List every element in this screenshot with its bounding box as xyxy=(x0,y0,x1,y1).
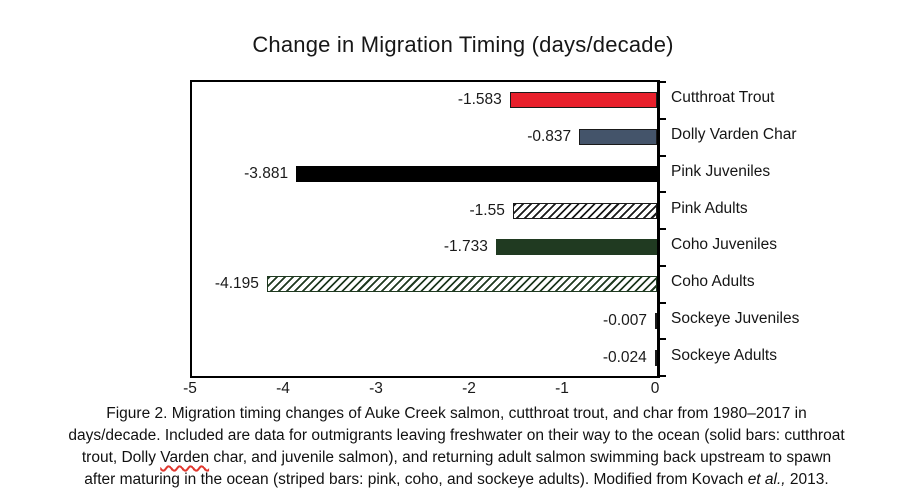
bar-row: -0.007 xyxy=(192,303,657,340)
category-label: Coho Adults xyxy=(671,273,755,291)
caption-segment: days/decade. Included are data for outmi… xyxy=(68,427,845,444)
bar-row: -1.55 xyxy=(192,192,657,229)
category-label: Pink Juveniles xyxy=(671,162,771,180)
caption-segment: Varden xyxy=(160,449,210,466)
x-axis-tick-label: -1 xyxy=(555,380,569,397)
caption-line: days/decade. Included are data for outmi… xyxy=(0,425,913,447)
bar-row: -1.583 xyxy=(192,82,657,119)
bar-row: -0.837 xyxy=(192,119,657,156)
bar-value-label: -1.55 xyxy=(469,201,505,219)
x-axis-tick-label: -3 xyxy=(369,380,383,397)
x-axis-tick-label: -5 xyxy=(183,380,197,397)
right-axis-tick xyxy=(660,338,666,341)
caption-segment: char, and juvenile salmon), and returnin… xyxy=(209,449,832,466)
right-axis-tick xyxy=(660,375,666,377)
caption-segment: Figure 2. Migration timing changes of Au… xyxy=(106,405,807,422)
figure-caption: Figure 2. Migration timing changes of Au… xyxy=(0,403,913,491)
category-label: Coho Juveniles xyxy=(671,236,777,254)
bar-value-label: -4.195 xyxy=(214,275,259,293)
bar-value-label: -1.733 xyxy=(443,238,488,256)
bar-sockeye-juveniles xyxy=(655,312,657,329)
bar-row: -0.024 xyxy=(192,339,657,376)
caption-segment: 2013. xyxy=(785,471,829,488)
bar-row: -4.195 xyxy=(192,266,657,303)
plot-area: -1.583 -0.837 -3.881 -1.55 -1.733 -4.195 -0.00… xyxy=(190,80,666,378)
right-axis-tick xyxy=(660,191,666,194)
caption-line: Figure 2. Migration timing changes of Au… xyxy=(0,403,913,425)
bar-value-label: -1.583 xyxy=(457,91,502,109)
category-label: Pink Adults xyxy=(671,199,748,217)
bar-sockeye-adults xyxy=(654,349,657,366)
caption-segment: et al., xyxy=(747,471,786,488)
category-label: Dolly Varden Char xyxy=(671,126,797,144)
x-axis-tick-label: -2 xyxy=(462,380,476,397)
caption-line: after maturing in the ocean (striped bar… xyxy=(0,469,913,491)
bar-row: -3.881 xyxy=(192,156,657,193)
right-axis-tick xyxy=(660,301,666,304)
category-label: Cutthroat Trout xyxy=(671,89,775,107)
bar-pink-juveniles xyxy=(296,165,657,182)
bar-value-label: -3.881 xyxy=(244,164,289,182)
caption-segment: trout, Dolly xyxy=(81,449,161,466)
bar-coho-adults xyxy=(266,276,657,293)
bar-value-label: -0.007 xyxy=(603,311,647,329)
x-axis: -5 -4 -3 -2 -1 0 xyxy=(183,380,659,402)
category-label: Sockeye Juveniles xyxy=(671,309,800,327)
bar-value-label: -0.837 xyxy=(527,128,572,146)
bar-coho-juveniles xyxy=(495,239,657,256)
bar-pink-adults xyxy=(512,202,657,219)
x-axis-tick-label: 0 xyxy=(650,380,660,397)
right-axis-tick xyxy=(660,264,666,267)
x-axis-tick-label: -4 xyxy=(276,380,290,397)
right-axis-tick xyxy=(660,117,666,120)
category-label: Sockeye Adults xyxy=(671,346,777,364)
bar-row: -1.733 xyxy=(192,229,657,266)
right-axis-tick xyxy=(660,81,666,83)
right-axis-tick xyxy=(660,154,666,157)
caption-segment: after maturing in the ocean (striped bar… xyxy=(84,471,748,488)
chart-title: Change in Migration Timing (days/decade) xyxy=(252,32,674,57)
caption-line: trout, Dolly Varden char, and juvenile s… xyxy=(0,447,913,469)
right-axis-tick xyxy=(660,228,666,230)
bar-cutthroat-trout xyxy=(509,92,657,109)
bar-value-label: -0.024 xyxy=(602,348,647,366)
category-labels: Cutthroat Trout Dolly Varden Char Pink Juv… xyxy=(671,80,906,374)
bar-dolly-varden-char xyxy=(579,129,657,146)
